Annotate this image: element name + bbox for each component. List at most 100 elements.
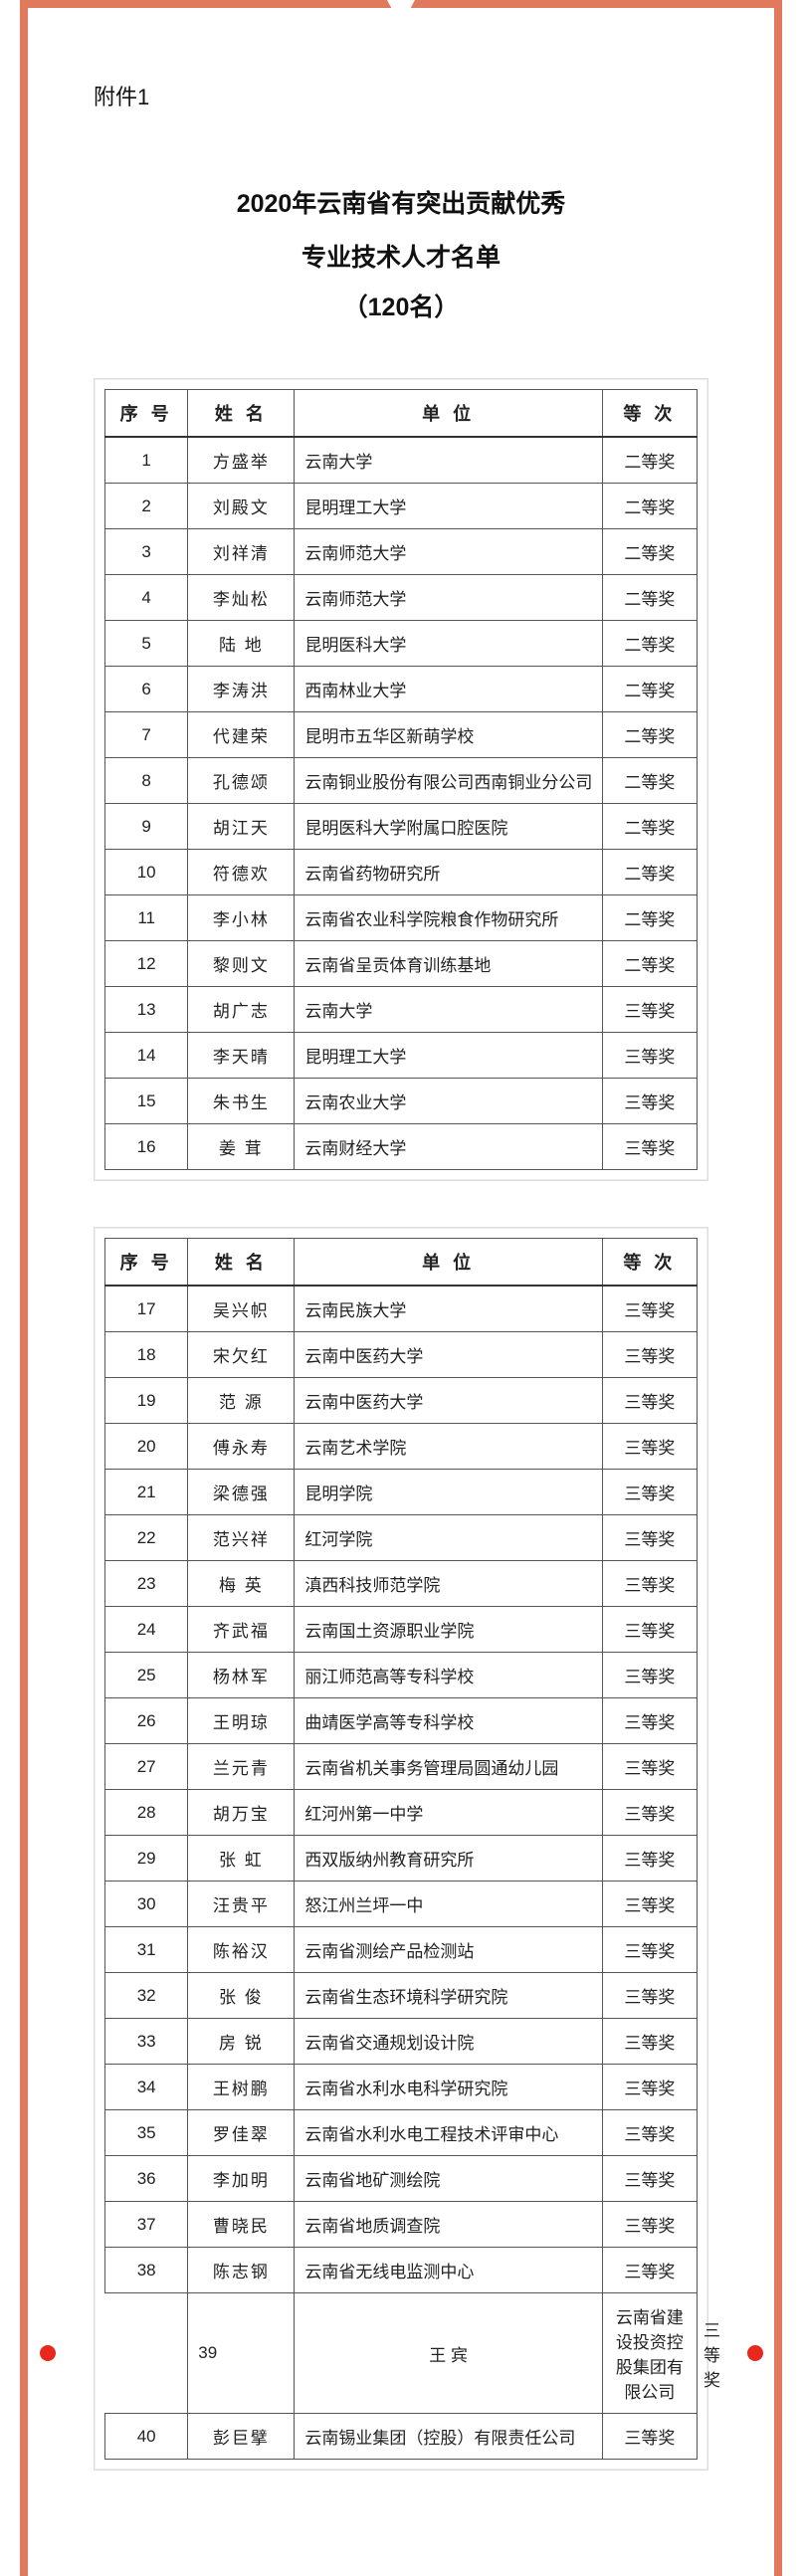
cell-award-rank: 三等奖 <box>602 1424 697 1470</box>
cell-unit-name: 云南民族大学 <box>295 1286 602 1332</box>
cell-award-rank: 二等奖 <box>602 941 697 987</box>
document-page: 附件1 2020年云南省有突出贡献优秀 专业技术人才名单 （120名） 序 号 … <box>0 0 802 2576</box>
cell-seq-number: 29 <box>105 1836 188 1882</box>
cell-award-rank: 二等奖 <box>602 758 697 804</box>
cell-award-rank: 三等奖 <box>602 1079 697 1124</box>
cell-unit-name: 云南大学 <box>295 437 602 484</box>
cell-unit-name: 云南艺术学院 <box>295 1424 602 1470</box>
cell-seq-number: 20 <box>105 1424 188 1470</box>
cell-unit-name: 红河州第一中学 <box>295 1790 602 1836</box>
cell-award-rank: 三等奖 <box>602 2156 697 2202</box>
cell-person-name: 李灿松 <box>188 575 295 621</box>
cell-award-rank: 二等奖 <box>602 484 697 529</box>
cell-award-rank: 三等奖 <box>602 1927 697 1973</box>
cell-unit-name: 怒江州兰坪一中 <box>295 1882 602 1927</box>
cell-award-rank: 三等奖 <box>602 2019 697 2065</box>
document-content: 附件1 2020年云南省有突出贡献优秀 专业技术人才名单 （120名） 序 号 … <box>38 30 764 2536</box>
cell-award-rank: 二等奖 <box>602 575 697 621</box>
cell-person-name: 李加明 <box>188 2156 295 2202</box>
cell-seq-number: 10 <box>105 850 188 895</box>
cell-unit-name: 云南省水利水电工程技术评审中心 <box>295 2110 602 2156</box>
cell-unit-name: 云南锡业集团（控股）有限责任公司 <box>295 2414 602 2460</box>
cell-award-rank: 三等奖 <box>602 1836 697 1882</box>
cell-award-rank: 二等奖 <box>602 850 697 895</box>
cell-award-rank: 二等奖 <box>602 437 697 484</box>
cell-seq-number: 33 <box>105 2019 188 2065</box>
cell-person-name: 王 宾 <box>295 2293 602 2414</box>
cell-unit-name: 云南国土资源职业学院 <box>295 1607 602 1653</box>
cell-unit-name: 云南省农业科学院粮食作物研究所 <box>295 895 602 941</box>
cell-unit-name: 云南省呈贡体育训练基地 <box>295 941 602 987</box>
cell-person-name: 黎则文 <box>188 941 295 987</box>
cell-seq-number: 6 <box>105 667 188 712</box>
cell-person-name: 刘祥清 <box>188 529 295 575</box>
cell-unit-name: 昆明市五华区新萌学校 <box>295 712 602 758</box>
cell-person-name: 李涛洪 <box>188 667 295 712</box>
cell-seq-number: 9 <box>105 804 188 850</box>
cell-seq-number: 1 <box>105 437 188 484</box>
cell-person-name: 李天晴 <box>188 1033 295 1079</box>
cell-unit-name: 云南铜业股份有限公司西南铜业分公司 <box>295 758 602 804</box>
cell-award-rank: 二等奖 <box>602 895 697 941</box>
cell-person-name: 朱书生 <box>188 1079 295 1124</box>
cell-award-rank: 三等奖 <box>602 1515 697 1561</box>
cell-seq-number: 32 <box>105 1973 188 2019</box>
cell-seq-number: 18 <box>105 1332 188 1378</box>
cell-seq-number: 3 <box>105 529 188 575</box>
cell-unit-name: 西双版纳州教育研究所 <box>295 1836 602 1882</box>
cell-person-name: 陈志钢 <box>188 2248 295 2293</box>
cell-seq-number: 27 <box>105 1744 188 1790</box>
cell-person-name: 宋欠红 <box>188 1332 295 1378</box>
left-border-decoration <box>20 0 28 2576</box>
cell-award-rank: 三等奖 <box>602 1286 697 1332</box>
cell-unit-name: 云南省建设投资控股集团有限公司 <box>602 2293 697 2414</box>
cell-seq-number: 5 <box>105 621 188 667</box>
cell-person-name: 汪贵平 <box>188 1882 295 1927</box>
highlight-marker-dot-left <box>40 2345 56 2361</box>
cell-person-name: 王树鹏 <box>188 2065 295 2110</box>
cell-seq-number: 11 <box>105 895 188 941</box>
cell-person-name: 代建荣 <box>188 712 295 758</box>
